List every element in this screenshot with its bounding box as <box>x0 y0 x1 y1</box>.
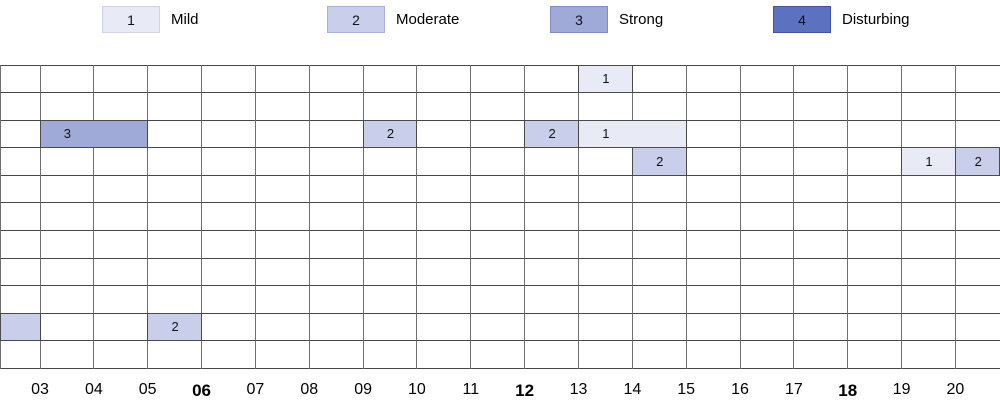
grid-line-vertical <box>793 64 795 369</box>
legend-item-mild: 1 Mild <box>102 6 199 33</box>
legend-swatch-value: 3 <box>575 11 583 28</box>
grid-line-vertical <box>201 64 203 369</box>
legend-item-disturbing: 4 Disturbing <box>773 6 910 33</box>
grid-line-vertical <box>39 64 41 369</box>
grid-line-horizontal <box>0 312 1000 314</box>
grid-line-horizontal <box>0 257 1000 259</box>
x-axis-label: 05 <box>138 381 157 398</box>
event-cell[interactable]: 2 <box>954 147 1000 176</box>
grid-line-vertical <box>901 64 903 369</box>
grid-line-horizontal <box>0 147 1000 149</box>
event-cell-label: 3 <box>63 126 72 142</box>
legend-swatch-3: 3 <box>550 6 608 33</box>
grid-line-vertical <box>416 64 418 369</box>
x-axis-label: 16 <box>731 381 749 398</box>
legend-label: Disturbing <box>842 11 910 28</box>
legend-swatch-value: 1 <box>127 11 135 28</box>
x-axis-label: 20 <box>946 381 965 398</box>
x-axis-label: 19 <box>892 381 911 398</box>
event-cell[interactable]: 1 <box>578 64 633 94</box>
event-cell[interactable]: 2 <box>362 119 418 149</box>
grid-line-horizontal <box>0 340 1000 342</box>
grid-line-vertical <box>524 64 526 369</box>
grid-line-horizontal <box>0 367 1000 369</box>
grid-line-horizontal <box>0 202 1000 204</box>
event-cell[interactable]: 1 <box>901 147 956 176</box>
x-axis-label: 15 <box>677 381 696 398</box>
legend-swatch-value: 4 <box>798 11 806 28</box>
grid-line-vertical <box>254 64 256 369</box>
x-axis-label: 18 <box>838 381 858 400</box>
event-cell-label: 1 <box>925 154 933 169</box>
event-cell[interactable]: 2 <box>147 312 203 342</box>
legend-label: Mild <box>171 11 199 28</box>
grid-line-vertical <box>954 64 956 369</box>
x-axis-label: 11 <box>462 381 480 398</box>
grid-line-horizontal <box>0 174 1000 176</box>
legend-item-moderate: 2 Moderate <box>327 6 459 33</box>
grid-line-vertical <box>147 64 149 369</box>
grid-line-vertical <box>93 64 95 369</box>
event-cell[interactable]: 3 <box>39 119 149 149</box>
event-cell-label: 2 <box>974 154 982 169</box>
grid-line-vertical <box>308 64 310 369</box>
legend-swatch-2: 2 <box>327 6 385 33</box>
grid-line-vertical <box>739 64 741 369</box>
legend-label: Strong <box>619 11 664 28</box>
event-cell[interactable]: 2 <box>631 147 687 176</box>
grid-line-vertical <box>578 64 579 369</box>
x-axis-label: 04 <box>84 381 103 398</box>
x-axis-label: 14 <box>623 381 642 398</box>
x-axis-label: 13 <box>569 381 588 398</box>
legend-label: Moderate <box>396 11 460 28</box>
grid-line-vertical <box>362 64 364 369</box>
x-axis-label: 07 <box>246 381 265 398</box>
grid-line-horizontal <box>0 119 1000 121</box>
grid-line-vertical <box>847 64 849 369</box>
grid-line-horizontal <box>0 229 1000 231</box>
grid-line-vertical <box>631 64 633 369</box>
x-axis-label: 03 <box>31 381 49 398</box>
grid-line-horizontal <box>0 92 1000 94</box>
event-cell-label: 2 <box>386 126 395 142</box>
x-axis-label: 10 <box>408 381 426 398</box>
grid-line-vertical <box>470 64 472 369</box>
grid-line-horizontal <box>0 285 1000 287</box>
event-cell-label: 2 <box>548 126 556 142</box>
x-axis-label: 12 <box>515 381 535 400</box>
grid-line-vertical <box>685 64 687 369</box>
grid-line-horizontal <box>0 64 1000 66</box>
x-axis-label: 08 <box>300 381 319 398</box>
legend-swatch-4: 4 <box>773 6 831 33</box>
legend-swatch-1: 1 <box>102 6 160 33</box>
event-cell[interactable]: 2 <box>524 119 579 149</box>
event-cell-label: 1 <box>602 71 610 87</box>
event-cell-label: 2 <box>656 154 664 169</box>
x-axis-label: 17 <box>784 381 803 398</box>
x-axis-label: 06 <box>192 381 211 400</box>
event-cell-label: 2 <box>171 319 179 335</box>
legend: 1 Mild 2 Moderate 3 Strong 4 Disturbing <box>0 0 1000 40</box>
grid-line-vertical <box>0 64 1 369</box>
event-cell[interactable] <box>0 312 41 342</box>
x-axis-label: 09 <box>354 381 372 398</box>
legend-swatch-value: 2 <box>352 11 360 28</box>
event-cell-label: 1 <box>602 126 610 142</box>
legend-item-strong: 3 Strong <box>550 6 663 33</box>
event-cell[interactable]: 1 <box>578 119 687 149</box>
